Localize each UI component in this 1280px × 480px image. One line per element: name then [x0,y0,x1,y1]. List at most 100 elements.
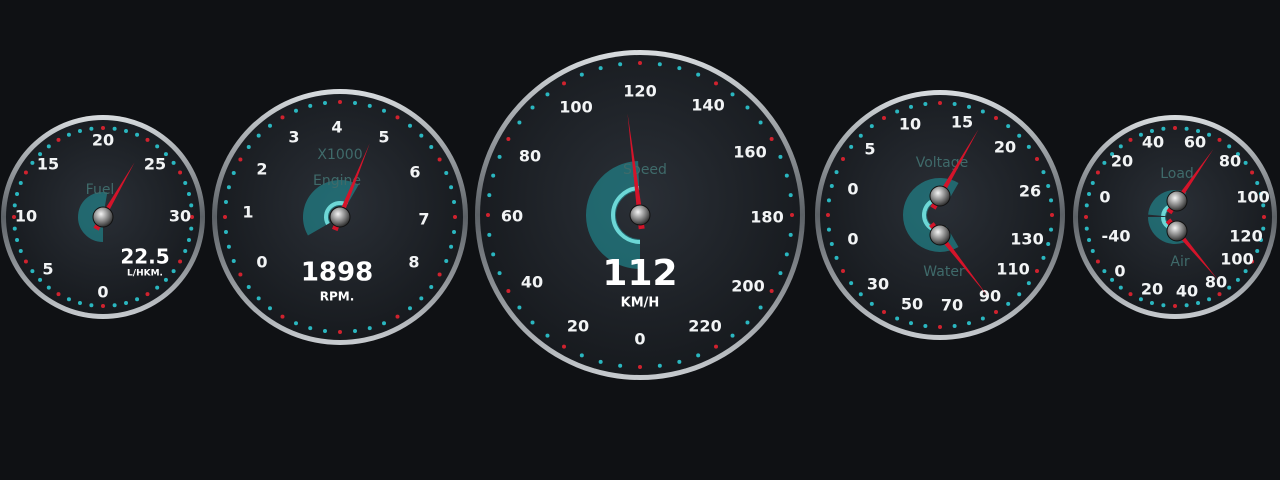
scale-dot [1050,213,1054,217]
scale-dot [758,305,763,310]
scale-dot [238,272,243,277]
scale-dot [966,104,971,109]
tick-label: 6 [409,163,420,182]
tick-label: 10 [899,115,921,134]
tick-label: 8 [408,253,419,272]
scale-dot [453,215,457,219]
scale-dot [1255,249,1260,254]
scale-dot [952,101,957,106]
scale-dot [1138,297,1143,302]
scale-dot [322,329,327,334]
scale-dot [994,309,998,314]
tick-label: 0 [847,230,858,249]
tick-label: 25 [144,155,166,174]
scale-dot [183,180,188,185]
scale-dot [491,173,496,178]
scale-dot [657,363,662,368]
tick-label: 5 [864,140,875,159]
scale-dot [778,271,783,276]
scale-dot [89,303,94,308]
scale-dot [1250,170,1255,175]
scale-dot [66,132,71,137]
needle-hub [92,206,114,228]
scale-dot [1184,303,1189,308]
dial-label: Air [1170,254,1189,270]
scale-dot [562,81,566,86]
scale-dot [506,137,511,141]
scale-dot [952,324,957,329]
tick-label: 0 [97,283,108,302]
tick-label: 30 [169,207,191,226]
scale-dot [190,215,194,219]
scale-dot [77,129,82,134]
scale-dot [938,101,942,105]
tick-label: 100 [1220,250,1253,269]
scale-dot [395,115,400,120]
scale-dot [938,325,942,329]
scale-dot [256,296,261,301]
scale-dot [246,285,251,290]
scale-dot [638,365,642,369]
scale-dot [1087,238,1092,243]
scale-dot [189,203,194,208]
scale-dot [1128,137,1133,142]
scale-dot [1173,304,1177,308]
scale-dot [497,271,502,276]
scale-dot [849,144,854,149]
scale-dot [1227,144,1232,149]
scale-dot [183,249,188,254]
tick-label: 40 [521,273,543,292]
tick-label: 0 [256,253,267,272]
scale-dot [256,133,261,138]
tick-label: 20 [92,131,114,150]
scale-dot [66,297,71,302]
scale-dot [784,173,789,178]
scale-dot [163,152,168,157]
scale-dot [923,101,928,106]
scale-dot [23,170,28,175]
scale-dot [923,324,928,329]
scale-dot [171,269,176,274]
scale-dot [696,353,701,358]
scale-dot [895,109,900,114]
scale-dot [338,330,342,334]
tick-label: 15 [37,155,59,174]
tick-label: 60 [1184,133,1206,152]
scale-dot [1196,129,1201,134]
scale-dot [124,129,129,134]
scale-dot [1227,285,1232,290]
scale-dot [788,193,793,198]
scale-dot [1235,277,1240,282]
scale-dot [1207,297,1212,302]
scale-dot [730,333,735,338]
scale-dot [155,285,160,290]
scale-dot [778,154,783,159]
scale-dot [46,285,51,290]
tick-label: 20 [1111,152,1133,171]
scale-dot [38,277,43,282]
scale-dot [579,72,584,77]
scale-dot [980,316,985,321]
scale-dot [618,363,623,368]
scale-dot [1128,292,1133,297]
scale-dot [487,193,492,198]
scale-dot [322,100,327,105]
scale-dot [1041,170,1046,175]
needle-hub [329,206,351,228]
scale-dot [769,289,774,293]
scale-dot [267,123,272,128]
unit: L/HKM. [127,269,163,279]
scale-dot [238,157,243,162]
scale-dot [77,300,82,305]
tick-label: 20 [1141,280,1163,299]
scale-dot [18,249,23,254]
gauge: Engine 0 1 2 3 4 5 6 7 8 X1000 1898 RPM. [212,89,468,345]
scale-dot [745,320,750,325]
scale-dot [46,144,51,149]
scale-dot [89,126,94,131]
scale-dot [308,326,313,331]
needle-hub [629,204,651,226]
